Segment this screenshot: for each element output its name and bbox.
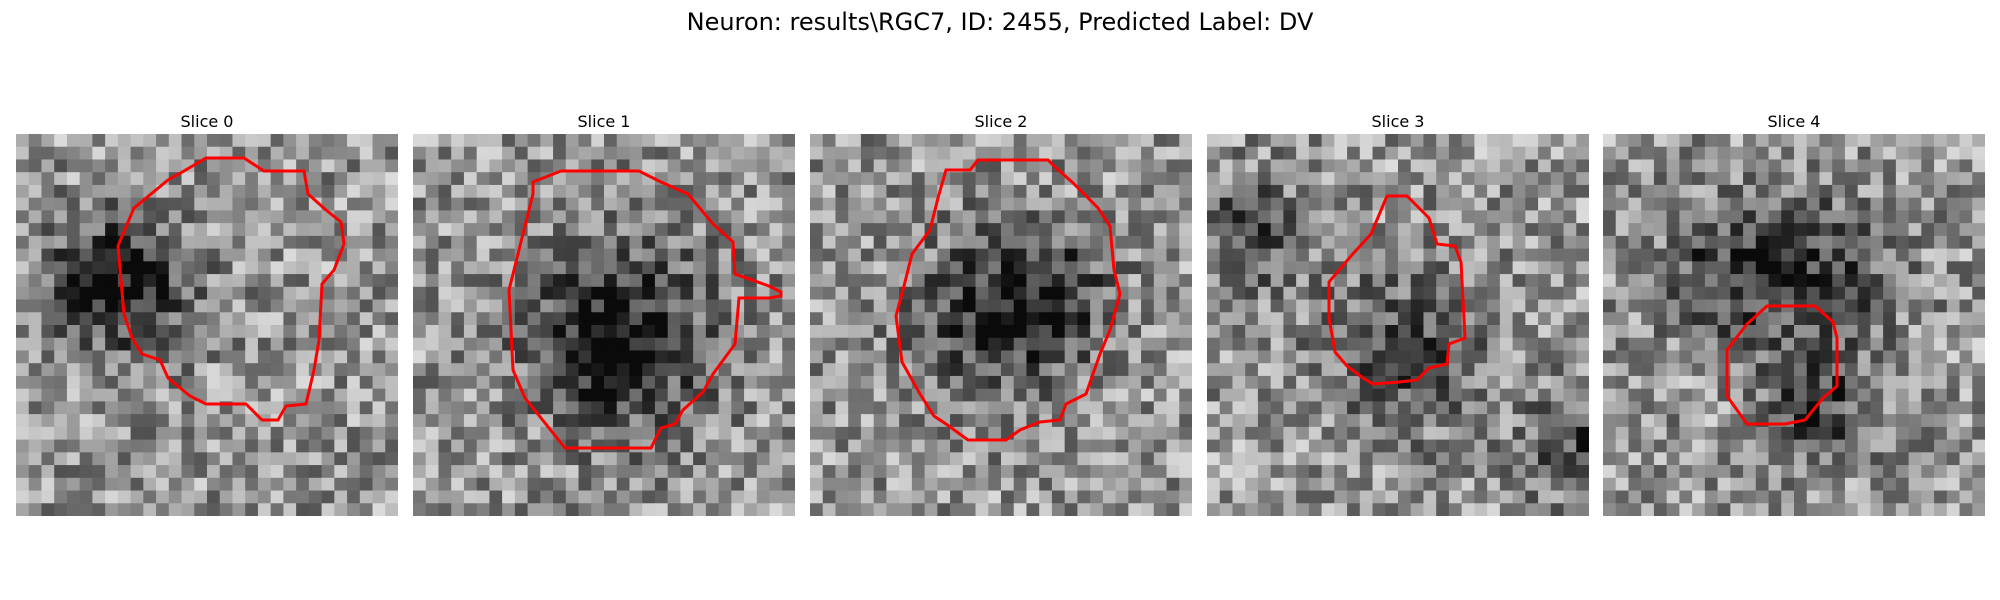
slice-image xyxy=(810,134,1192,516)
figure-title: Neuron: results\RGC7, ID: 2455, Predicte… xyxy=(686,8,1314,36)
slice-panel-1: Slice 1 xyxy=(413,110,795,516)
slice-panel-0: Slice 0 xyxy=(16,110,398,516)
roi-contour xyxy=(507,169,783,450)
roi-contour xyxy=(894,158,1122,442)
slice-title: Slice 4 xyxy=(1767,112,1821,131)
roi-contour xyxy=(116,156,346,422)
slice-image xyxy=(413,134,795,516)
roi-contour xyxy=(1327,194,1467,386)
slice-image xyxy=(1603,134,1985,516)
slice-panel-4: Slice 4 xyxy=(1603,110,1985,516)
slice-image xyxy=(1207,134,1589,516)
slice-title: Slice 1 xyxy=(577,112,631,131)
slice-title: Slice 2 xyxy=(974,112,1028,131)
slice-title: Slice 3 xyxy=(1371,112,1425,131)
slice-title: Slice 0 xyxy=(180,112,234,131)
roi-contour xyxy=(1725,304,1839,426)
slice-panel-3: Slice 3 xyxy=(1207,110,1589,516)
slice-panel-2: Slice 2 xyxy=(810,110,1192,516)
slice-image xyxy=(16,134,398,516)
